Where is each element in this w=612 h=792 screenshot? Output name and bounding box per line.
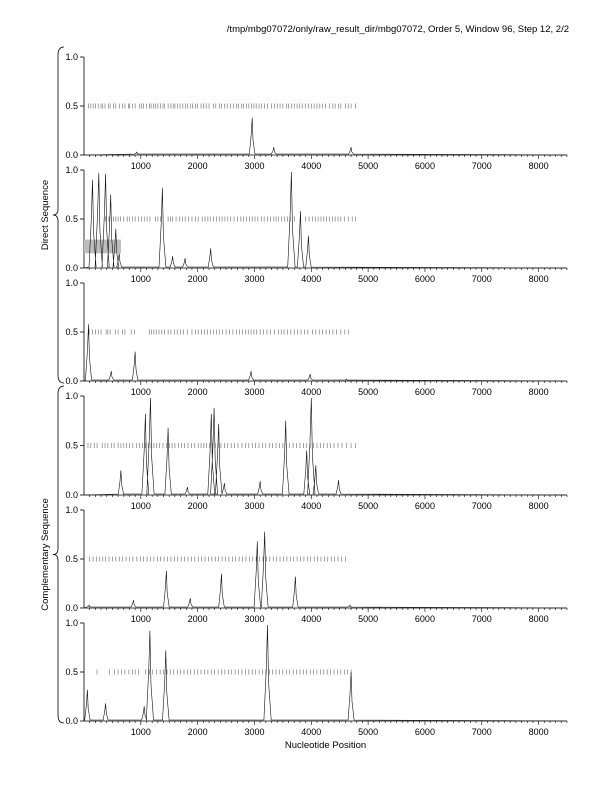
signal-line bbox=[83, 531, 568, 609]
x-tick-label: 3000 bbox=[244, 501, 264, 511]
x-tick-label: 2000 bbox=[188, 387, 208, 397]
x-tick-label: 1000 bbox=[131, 387, 151, 397]
x-tick-label: 3000 bbox=[244, 727, 264, 737]
x-tick-label: 6000 bbox=[415, 387, 435, 397]
y-tick-label: 0.0 bbox=[65, 376, 78, 386]
y-tick-label: 1.0 bbox=[65, 278, 78, 288]
group-label: Complementary Sequence bbox=[40, 498, 51, 610]
panel-3: 0.0 0.5 1.0 1000 2000 3000 4000 5000 6000 7000 800… bbox=[65, 278, 568, 397]
signal-line bbox=[83, 624, 568, 722]
x-tick-label: 5000 bbox=[358, 387, 378, 397]
x-tick-label: 4000 bbox=[301, 614, 321, 624]
y-tick-label: 0.5 bbox=[65, 327, 78, 337]
x-tick-label: 8000 bbox=[529, 501, 549, 511]
x-tick-label: 5000 bbox=[358, 501, 378, 511]
y-tick-label: 1.0 bbox=[65, 505, 78, 515]
y-tick-label: 0.5 bbox=[65, 101, 78, 111]
signal-line bbox=[83, 397, 568, 496]
x-tick-label: 7000 bbox=[472, 274, 492, 284]
y-tick-label: 0.0 bbox=[65, 263, 78, 273]
x-tick-label: 1000 bbox=[131, 501, 151, 511]
group-brace bbox=[52, 385, 65, 724]
x-tick-label: 4000 bbox=[301, 387, 321, 397]
x-tick-label: 3000 bbox=[244, 161, 264, 171]
x-tick-label: 5000 bbox=[358, 727, 378, 737]
x-tick-label: 2000 bbox=[188, 274, 208, 284]
x-tick-label: 1000 bbox=[131, 614, 151, 624]
group-brace bbox=[52, 46, 65, 384]
group-label: Direct Sequence bbox=[40, 180, 51, 250]
x-axis-label: Nucleotide Position bbox=[285, 740, 366, 751]
header-title: /tmp/mbg07072/only/raw_result_dir/mbg070… bbox=[226, 24, 569, 35]
x-tick-label: 7000 bbox=[472, 387, 492, 397]
x-tick-label: 2000 bbox=[188, 161, 208, 171]
signal-line bbox=[83, 171, 568, 269]
panel-5: 0.0 0.5 1.0 1000 2000 3000 4000 5000 6000 7000 800… bbox=[65, 505, 568, 624]
x-tick-label: 4000 bbox=[301, 727, 321, 737]
y-tick-label: 1.0 bbox=[65, 165, 78, 175]
y-tick-label: 0.0 bbox=[65, 150, 78, 160]
x-tick-label: 1000 bbox=[131, 274, 151, 284]
y-tick-label: 0.0 bbox=[65, 603, 78, 613]
panel-4: 0.0 0.5 1.0 1000 2000 3000 4000 5000 6000 7000 800… bbox=[65, 391, 568, 511]
x-tick-label: 8000 bbox=[529, 614, 549, 624]
signal-line bbox=[83, 324, 568, 382]
x-tick-label: 8000 bbox=[529, 274, 549, 284]
x-tick-label: 6000 bbox=[415, 274, 435, 284]
x-tick-label: 7000 bbox=[472, 161, 492, 171]
x-tick-label: 7000 bbox=[472, 727, 492, 737]
x-tick-label: 6000 bbox=[415, 614, 435, 624]
x-tick-label: 5000 bbox=[358, 274, 378, 284]
x-tick-label: 4000 bbox=[301, 161, 321, 171]
x-tick-label: 1000 bbox=[131, 727, 151, 737]
panel-1: 0.0 0.5 1.0 1000 2000 3000 4000 5000 6000 7000 800… bbox=[65, 52, 568, 171]
panel-2: 0.0 0.5 1.0 1000 2000 3000 4000 5000 6000 7000 800… bbox=[65, 165, 568, 284]
y-tick-label: 0.5 bbox=[65, 554, 78, 564]
x-tick-label: 2000 bbox=[188, 727, 208, 737]
y-tick-label: 0.5 bbox=[65, 441, 78, 451]
y-tick-label: 1.0 bbox=[65, 52, 78, 62]
y-tick-label: 0.0 bbox=[65, 716, 78, 726]
annotation-box bbox=[84, 239, 121, 254]
y-tick-label: 0.5 bbox=[65, 214, 78, 224]
x-tick-label: 8000 bbox=[529, 161, 549, 171]
x-tick-label: 7000 bbox=[472, 614, 492, 624]
y-tick-label: 1.0 bbox=[65, 618, 78, 628]
x-tick-label: 7000 bbox=[472, 501, 492, 511]
x-tick-label: 1000 bbox=[131, 161, 151, 171]
x-tick-label: 2000 bbox=[188, 614, 208, 624]
panel-6: 0.0 0.5 1.0 1000 2000 3000 4000 5000 6000 7000 800… bbox=[65, 618, 568, 737]
x-tick-label: 6000 bbox=[415, 501, 435, 511]
x-tick-label: 2000 bbox=[188, 501, 208, 511]
x-tick-label: 8000 bbox=[529, 727, 549, 737]
y-tick-label: 0.0 bbox=[65, 490, 78, 500]
x-tick-label: 5000 bbox=[358, 614, 378, 624]
x-tick-label: 4000 bbox=[301, 501, 321, 511]
x-tick-label: 8000 bbox=[529, 387, 549, 397]
x-tick-label: 6000 bbox=[415, 727, 435, 737]
y-tick-label: 1.0 bbox=[65, 391, 78, 401]
signal-line bbox=[83, 117, 568, 156]
x-tick-label: 3000 bbox=[244, 387, 264, 397]
x-tick-label: 3000 bbox=[244, 274, 264, 284]
x-tick-label: 6000 bbox=[415, 161, 435, 171]
x-tick-label: 3000 bbox=[244, 614, 264, 624]
x-tick-label: 5000 bbox=[358, 161, 378, 171]
x-tick-label: 4000 bbox=[301, 274, 321, 284]
y-tick-label: 0.5 bbox=[65, 667, 78, 677]
